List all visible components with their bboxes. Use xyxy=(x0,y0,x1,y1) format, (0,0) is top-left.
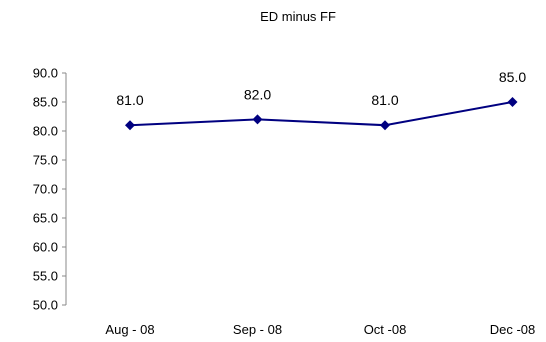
y-tick-label: 85.0 xyxy=(33,95,58,110)
data-series xyxy=(125,97,518,131)
y-axis-ticks: 50.0 55.0 60.0 65.0 70.0 75.0 80.0 85.0 90.0 xyxy=(33,66,66,313)
y-tick-label: 60.0 xyxy=(33,240,58,255)
data-label: 85.0 xyxy=(499,69,526,85)
y-tick-label: 65.0 xyxy=(33,211,58,226)
data-label: 81.0 xyxy=(116,92,143,108)
data-labels: 81.0 82.0 81.0 85.0 xyxy=(116,69,526,108)
x-tick-label: Aug - 08 xyxy=(105,322,154,337)
data-point-marker xyxy=(507,97,518,107)
data-point-marker xyxy=(125,120,135,131)
y-tick-label: 80.0 xyxy=(33,124,58,139)
x-tick-label: Sep - 08 xyxy=(233,322,282,337)
y-tick-label: 55.0 xyxy=(33,269,58,284)
x-tick-label: Oct -08 xyxy=(364,322,407,337)
series-line xyxy=(129,101,513,127)
y-tick-label: 70.0 xyxy=(33,182,58,197)
y-tick-label: 90.0 xyxy=(33,66,58,81)
x-tick-label: Dec -08 xyxy=(490,322,536,337)
data-label: 82.0 xyxy=(244,86,271,102)
x-axis-labels: Aug - 08 Sep - 08 Oct -08 Dec -08 xyxy=(105,322,535,337)
data-point-marker xyxy=(380,120,390,131)
data-point-marker xyxy=(252,114,263,125)
y-tick-label: 50.0 xyxy=(33,298,58,313)
data-label: 81.0 xyxy=(371,92,398,108)
chart-title: ED minus FF xyxy=(260,9,336,24)
y-tick-label: 75.0 xyxy=(33,153,58,168)
